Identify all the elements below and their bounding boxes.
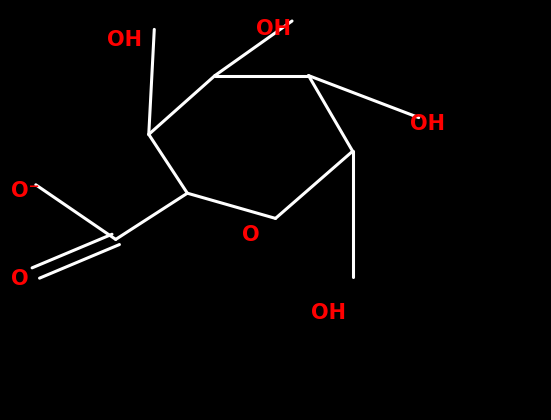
Text: O⁻: O⁻ bbox=[11, 181, 40, 201]
Text: OH: OH bbox=[311, 303, 347, 323]
Text: OH: OH bbox=[410, 114, 446, 134]
Text: OH: OH bbox=[107, 30, 143, 50]
Text: O: O bbox=[242, 225, 260, 245]
Text: OH: OH bbox=[256, 19, 291, 39]
Text: O: O bbox=[11, 269, 29, 289]
